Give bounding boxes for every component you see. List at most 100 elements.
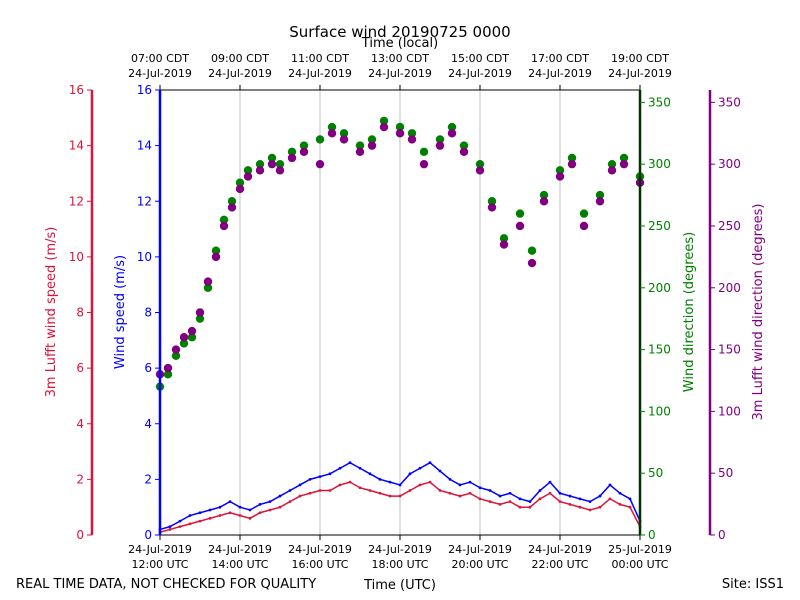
wind-dir-point xyxy=(211,246,221,255)
wind-dir-point xyxy=(459,141,469,150)
wind-speed-point xyxy=(488,489,492,492)
wind-dir-point xyxy=(243,166,253,175)
lufft-speed-point xyxy=(348,480,352,484)
lufft-dir-point xyxy=(227,203,237,212)
wind-dir-tick-label: 150 xyxy=(648,343,671,357)
lufft-dir-tick-label: 300 xyxy=(718,157,741,171)
wind-speed-point xyxy=(618,491,622,495)
bottom-tick-label: 20:00 UTC xyxy=(451,558,508,571)
lufft-dir-point xyxy=(315,159,325,169)
wind-speed-point xyxy=(478,486,482,490)
lufft-dir-point xyxy=(395,129,405,138)
wind-speed-point xyxy=(328,472,332,476)
bottom-tick-label: 14:00 UTC xyxy=(211,558,268,571)
lufft-speed-point xyxy=(368,489,372,492)
lufft-dir-point xyxy=(459,147,469,157)
lufft-speed-point xyxy=(358,486,362,490)
wind-speed-tick-label: 10 xyxy=(137,250,152,264)
wind-dir-point xyxy=(339,129,349,138)
wind-speed-tick-label: 12 xyxy=(137,194,152,208)
top-tick-label: 24-Jul-2019 xyxy=(288,67,352,80)
lufft-dir-point xyxy=(267,159,277,169)
wind-dir-point xyxy=(595,190,605,200)
lufft-speed-point xyxy=(238,514,242,517)
wind-speed-point xyxy=(178,519,182,523)
wind-dir-point xyxy=(607,159,617,169)
wind-speed-point xyxy=(398,483,402,487)
site-label: Site: ISS1 xyxy=(722,577,784,592)
lufft-dir-point xyxy=(419,159,429,169)
wind-dir-point xyxy=(407,129,417,138)
wind-dir-point xyxy=(527,246,537,255)
series-layer xyxy=(155,116,645,534)
series-wind-dir xyxy=(155,116,645,391)
lufft-speed-point xyxy=(528,505,532,509)
wind-speed-point xyxy=(358,466,362,470)
top-tick-label: 24-Jul-2019 xyxy=(528,67,592,80)
lufft-dir-point xyxy=(407,135,417,144)
lufft-dir-point xyxy=(379,122,389,132)
wind-speed-point xyxy=(498,494,502,498)
lufft-dir-tick-label: 250 xyxy=(718,219,741,233)
lufft-dir-point xyxy=(299,147,309,157)
top-tick-label: 17:00 CDT xyxy=(531,52,589,65)
wind-dir-point xyxy=(255,159,265,169)
wind-dir-point xyxy=(287,147,297,157)
lufft-dir-tick-label: 0 xyxy=(718,528,726,542)
top-tick-label: 11:00 CDT xyxy=(291,52,349,65)
wind-speed-point xyxy=(298,483,302,487)
lufft-speed-point xyxy=(598,505,602,509)
bottom-tick-label: 25-Jul-2019 xyxy=(608,543,672,556)
wind-speed-tick-label: 2 xyxy=(144,472,152,486)
wind-dir-point xyxy=(327,122,337,132)
lufft-speed-point xyxy=(568,503,572,506)
lufft-speed-point xyxy=(378,491,382,495)
wind-speed-tick-label: 8 xyxy=(144,306,152,320)
chart-title: Surface wind 20190725 0000 xyxy=(289,23,510,41)
lufft-speed-point xyxy=(228,511,232,515)
lufft-dir-point xyxy=(255,166,265,175)
wind-dir-point xyxy=(515,209,525,218)
lufft-speed-point xyxy=(308,491,312,495)
bottom-tick-label: 24-Jul-2019 xyxy=(288,543,352,556)
wind-speed-point xyxy=(208,508,212,512)
wind-dir-point xyxy=(299,141,309,150)
wind-speed-point xyxy=(268,500,272,504)
wind-speed-point xyxy=(448,477,452,481)
wind-dir-point xyxy=(555,166,565,175)
wind-direction-axis: 0 50 100 150 200 250 300 350 Wind direction (de… xyxy=(638,90,697,542)
lufft-dir-point xyxy=(595,197,605,206)
wind-dir-point xyxy=(487,197,497,206)
top-tick-label: 19:00 CDT xyxy=(611,52,669,65)
lufft-dir-point xyxy=(275,166,285,175)
top-tick-label: 13:00 CDT xyxy=(371,52,429,65)
lufft-dir-point xyxy=(539,197,549,206)
lufft-speed-point xyxy=(188,522,192,526)
lufft-speed-point xyxy=(578,505,582,509)
wind-speed-point xyxy=(308,477,312,481)
wind-speed-point xyxy=(598,494,602,498)
lufft-dir-point xyxy=(567,159,577,169)
wind-speed-point xyxy=(238,505,242,509)
lufft-dir-point xyxy=(527,258,537,268)
lufft-dir-point xyxy=(435,141,445,150)
wind-speed-point xyxy=(588,500,592,504)
wind-speed-point xyxy=(568,494,572,498)
bottom-tick-label: 24-Jul-2019 xyxy=(528,543,592,556)
lufft-dir-point xyxy=(287,153,297,163)
top-axis-label: Time (local) xyxy=(361,36,438,51)
lufft-dir-point xyxy=(163,363,173,373)
wind-dir-tick-label: 200 xyxy=(648,281,671,295)
wind-speed-point xyxy=(458,483,462,487)
top-tick-label: 24-Jul-2019 xyxy=(128,67,192,80)
lufft-dir-point xyxy=(499,240,509,249)
bottom-tick-label: 24-Jul-2019 xyxy=(368,543,432,556)
wind-dir-point xyxy=(203,283,213,292)
lufft-dir-point xyxy=(515,221,525,231)
wind-dir-point xyxy=(267,153,277,163)
wind-speed-point xyxy=(508,491,512,495)
bottom-time-axis: 24-Jul-2019 12:00 UTC 24-Jul-2019 14:00 UTC… xyxy=(128,535,672,571)
lufft-dir-tick-label: 200 xyxy=(718,281,741,295)
lufft-dir-point xyxy=(179,333,189,342)
